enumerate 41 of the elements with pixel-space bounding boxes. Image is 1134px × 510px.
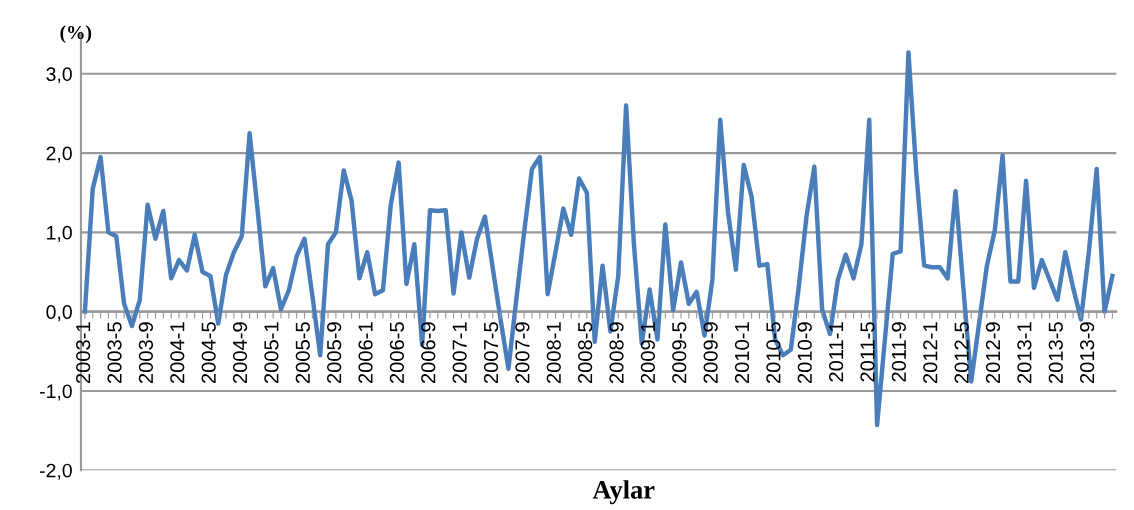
x-tick-label: 2010-1 bbox=[734, 322, 750, 384]
x-tick-label: 2005-5 bbox=[295, 322, 310, 384]
x-tick-label: 2013-1 bbox=[1017, 322, 1032, 384]
y-tick-label: 2,0 bbox=[46, 146, 72, 163]
x-tick-label: 2009-1 bbox=[640, 322, 656, 384]
x-tick-label: 2012-5 bbox=[954, 322, 969, 384]
x-tick-label: 2004-9 bbox=[232, 322, 248, 384]
x-tick-label: 2012-1 bbox=[923, 322, 938, 384]
x-tick-label: 2006-1 bbox=[358, 322, 373, 384]
x-tick-label: 2013-5 bbox=[1048, 322, 1063, 384]
x-tick-label: 2003-5 bbox=[107, 322, 122, 384]
y-tick-label: 1,0 bbox=[47, 225, 72, 242]
y-tick-label: -1,0 bbox=[39, 384, 72, 401]
x-tick-label: 2009-9 bbox=[703, 322, 718, 384]
y-tick-label: -2,0 bbox=[39, 463, 72, 480]
x-tick-label: 2006-9 bbox=[421, 322, 436, 384]
x-tick-label: 2010-5 bbox=[766, 322, 781, 384]
x-tick-label: 2011-9 bbox=[891, 322, 907, 382]
x-tick-label: 2007-9 bbox=[515, 322, 530, 384]
x-tick-label: 2007-5 bbox=[483, 322, 499, 384]
x-tick-label: 2003-1 bbox=[76, 322, 91, 384]
x-tick-label: 2008-9 bbox=[609, 322, 624, 384]
x-tick-label: 2005-9 bbox=[327, 322, 342, 384]
x-tick-label: 2008-5 bbox=[578, 322, 593, 384]
x-tick-label: 2004-5 bbox=[201, 322, 216, 384]
x-tick-label: 2013-9 bbox=[1080, 322, 1095, 384]
x-tick-label: 2004-1 bbox=[170, 322, 185, 384]
x-tick-label: 2009-5 bbox=[672, 322, 687, 384]
x-tick-label: 2011-1 bbox=[829, 322, 844, 382]
y-axis-title: (%) bbox=[60, 25, 92, 43]
x-axis-title: Aylar bbox=[592, 480, 655, 505]
x-tick-label: 2012-9 bbox=[985, 322, 1001, 384]
y-tick-label: 3,0 bbox=[46, 67, 72, 84]
x-tick-label: 2005-1 bbox=[264, 322, 279, 384]
y-tick-label: 0,0 bbox=[46, 305, 72, 322]
x-tick-label: 2010-9 bbox=[797, 322, 812, 384]
x-tick-label: 2003-9 bbox=[138, 322, 154, 384]
x-tick-label: 2011-5 bbox=[860, 322, 875, 382]
x-tick-label: 2006-5 bbox=[389, 322, 405, 384]
x-tick-label: 2008-1 bbox=[546, 322, 561, 384]
x-tick-label: 2007-1 bbox=[452, 322, 467, 384]
